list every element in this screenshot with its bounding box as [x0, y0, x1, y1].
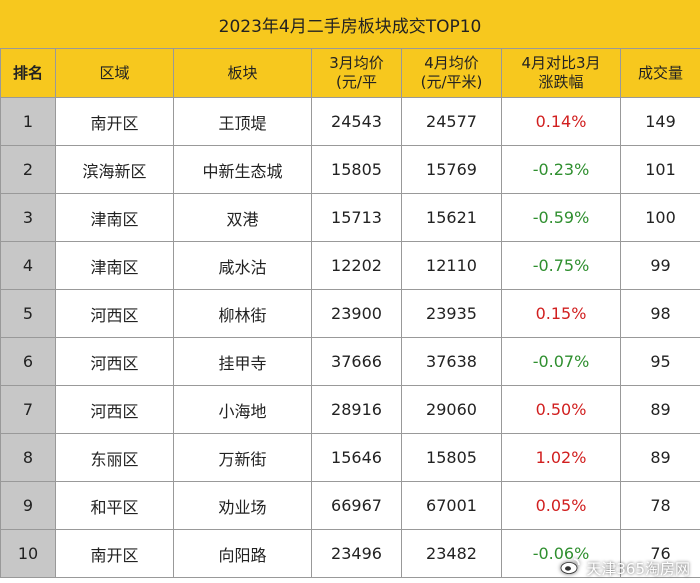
table-row: 9 和平区 劝业场 66967 67001 0.05% 78 — [0, 481, 700, 530]
table-row: 5 河西区 柳林街 23900 23935 0.15% 98 — [0, 289, 700, 338]
cell-rank: 5 — [0, 289, 56, 338]
cell-district: 河西区 — [55, 385, 174, 434]
cell-rank: 7 — [0, 385, 56, 434]
cell-rank: 1 — [0, 97, 56, 146]
cell-april: 29060 — [401, 385, 502, 434]
cell-april: 15805 — [401, 433, 502, 482]
top10-table: 排名 区域 板块 3月均价 (元/平 4月均价 (元/平米) 4月对比3月 涨跌… — [0, 48, 700, 578]
cell-district: 河西区 — [55, 337, 174, 386]
cell-march: 37666 — [311, 337, 402, 386]
cell-volume: 76 — [620, 529, 700, 578]
cell-rank: 10 — [0, 529, 56, 578]
cell-change: -0.06% — [501, 529, 621, 578]
cell-change: 0.14% — [501, 97, 621, 146]
cell-district: 和平区 — [55, 481, 174, 530]
table-row: 4 津南区 咸水沽 12202 12110 -0.75% 99 — [0, 241, 700, 290]
cell-rank: 4 — [0, 241, 56, 290]
cell-block: 向阳路 — [173, 529, 312, 578]
header-march-line2: (元/平 — [336, 73, 377, 91]
cell-march: 23496 — [311, 529, 402, 578]
cell-volume: 101 — [620, 145, 700, 194]
cell-change: -0.23% — [501, 145, 621, 194]
cell-volume: 98 — [620, 289, 700, 338]
cell-district: 南开区 — [55, 529, 174, 578]
cell-change: 0.05% — [501, 481, 621, 530]
cell-change: 0.15% — [501, 289, 621, 338]
header-row: 排名 区域 板块 3月均价 (元/平 4月均价 (元/平米) 4月对比3月 涨跌… — [0, 48, 700, 98]
cell-district: 河西区 — [55, 289, 174, 338]
cell-change: -0.07% — [501, 337, 621, 386]
table-row: 10 南开区 向阳路 23496 23482 -0.06% 76 — [0, 529, 700, 578]
header-change: 4月对比3月 涨跌幅 — [501, 48, 621, 98]
table-row: 2 滨海新区 中新生态城 15805 15769 -0.23% 101 — [0, 145, 700, 194]
table-row: 1 南开区 王顶堤 24543 24577 0.14% 149 — [0, 97, 700, 146]
cell-april: 67001 — [401, 481, 502, 530]
cell-change: 0.50% — [501, 385, 621, 434]
watermark: 天津365淘房网 — [560, 557, 690, 579]
cell-rank: 8 — [0, 433, 56, 482]
header-april-price: 4月均价 (元/平米) — [401, 48, 502, 98]
cell-block: 挂甲寺 — [173, 337, 312, 386]
cell-rank: 6 — [0, 337, 56, 386]
watermark-text: 天津365淘房网 — [586, 559, 690, 578]
cell-volume: 78 — [620, 481, 700, 530]
cell-march: 23900 — [311, 289, 402, 338]
cell-block: 柳林街 — [173, 289, 312, 338]
weibo-icon — [560, 557, 581, 579]
cell-april: 24577 — [401, 97, 502, 146]
header-march-line1: 3月均价 — [329, 54, 384, 72]
cell-rank: 2 — [0, 145, 56, 194]
cell-volume: 89 — [620, 433, 700, 482]
cell-block: 小海地 — [173, 385, 312, 434]
table-title: 2023年4月二手房板块成交TOP10 — [0, 0, 700, 49]
cell-block: 万新街 — [173, 433, 312, 482]
table-row: 7 河西区 小海地 28916 29060 0.50% 89 — [0, 385, 700, 434]
cell-rank: 3 — [0, 193, 56, 242]
cell-march: 24543 — [311, 97, 402, 146]
cell-district: 津南区 — [55, 193, 174, 242]
cell-volume: 149 — [620, 97, 700, 146]
cell-april: 37638 — [401, 337, 502, 386]
cell-block: 劝业场 — [173, 481, 312, 530]
cell-volume: 100 — [620, 193, 700, 242]
header-april-line1: 4月均价 — [424, 54, 479, 72]
cell-change: -0.75% — [501, 241, 621, 290]
header-volume: 成交量 — [620, 48, 700, 98]
cell-march: 28916 — [311, 385, 402, 434]
cell-april: 12110 — [401, 241, 502, 290]
cell-march: 12202 — [311, 241, 402, 290]
cell-district: 南开区 — [55, 97, 174, 146]
cell-block: 双港 — [173, 193, 312, 242]
cell-block: 咸水沽 — [173, 241, 312, 290]
header-change-line2: 涨跌幅 — [538, 73, 584, 91]
table-row: 8 东丽区 万新街 15646 15805 1.02% 89 — [0, 433, 700, 482]
cell-block: 王顶堤 — [173, 97, 312, 146]
cell-volume: 99 — [620, 241, 700, 290]
header-district: 区域 — [55, 48, 174, 98]
cell-april: 23935 — [401, 289, 502, 338]
cell-district: 滨海新区 — [55, 145, 174, 194]
header-change-line1: 4月对比3月 — [521, 54, 601, 72]
cell-rank: 9 — [0, 481, 56, 530]
cell-april: 23482 — [401, 529, 502, 578]
cell-volume: 89 — [620, 385, 700, 434]
cell-march: 15805 — [311, 145, 402, 194]
header-march-price: 3月均价 (元/平 — [311, 48, 402, 98]
table-row: 6 河西区 挂甲寺 37666 37638 -0.07% 95 — [0, 337, 700, 386]
cell-district: 东丽区 — [55, 433, 174, 482]
cell-march: 15646 — [311, 433, 402, 482]
table-row: 3 津南区 双港 15713 15621 -0.59% 100 — [0, 193, 700, 242]
cell-april: 15769 — [401, 145, 502, 194]
cell-block: 中新生态城 — [173, 145, 312, 194]
cell-march: 66967 — [311, 481, 402, 530]
header-rank: 排名 — [0, 48, 56, 98]
cell-volume: 95 — [620, 337, 700, 386]
cell-change: -0.59% — [501, 193, 621, 242]
cell-change: 1.02% — [501, 433, 621, 482]
header-block: 板块 — [173, 48, 312, 98]
cell-march: 15713 — [311, 193, 402, 242]
header-april-line2: (元/平米) — [420, 73, 483, 91]
cell-district: 津南区 — [55, 241, 174, 290]
cell-april: 15621 — [401, 193, 502, 242]
